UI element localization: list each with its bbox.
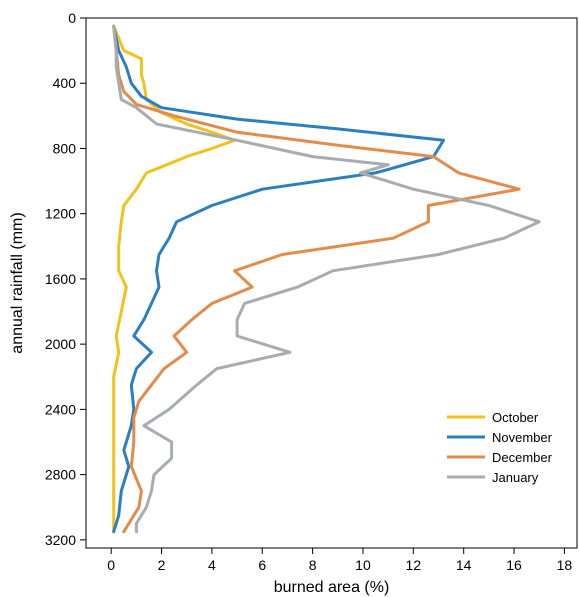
- x-tick-label: 12: [406, 557, 422, 573]
- x-axis-title: burned area (%): [274, 579, 390, 596]
- x-tick-label: 16: [506, 557, 522, 573]
- legend-label-december: December: [492, 450, 553, 465]
- y-tick-label: 2400: [45, 401, 76, 417]
- series-layer: [112, 24, 541, 534]
- x-tick-label: 18: [557, 557, 573, 573]
- y-tick-label: 2800: [45, 467, 76, 483]
- x-tick-label: 2: [158, 557, 166, 573]
- y-tick-label: 800: [53, 140, 77, 156]
- y-tick-label: 1600: [45, 271, 76, 287]
- y-tick-label: 2000: [45, 336, 76, 352]
- y-tick-label: 400: [53, 75, 77, 91]
- legend: October November December January: [447, 410, 553, 485]
- x-tick-label: 4: [208, 557, 216, 573]
- series-line-january: [112, 24, 541, 534]
- plot-frame: [85, 17, 578, 549]
- series-line-october: [112, 24, 237, 534]
- x-tick-label: 0: [107, 557, 115, 573]
- series-line-december: [112, 24, 521, 534]
- y-tick-label: 1200: [45, 206, 76, 222]
- legend-label-january: January: [492, 470, 539, 485]
- legend-label-october: October: [492, 410, 539, 425]
- x-tick-label: 14: [456, 557, 472, 573]
- y-tick-label: 0: [68, 10, 76, 26]
- x-tick-label: 6: [258, 557, 266, 573]
- legend-label-november: November: [492, 430, 553, 445]
- x-tick-label: 8: [309, 557, 317, 573]
- ticks-layer: 0 2 4 6 8 10 12 14 16 18 0 400 800 1200 1600 2000 2400 28…: [45, 10, 573, 573]
- y-axis-title: annual rainfall (mm): [9, 212, 26, 353]
- x-tick-label: 10: [355, 557, 371, 573]
- series-line-november: [112, 24, 445, 534]
- y-tick-label: 3200: [45, 532, 76, 548]
